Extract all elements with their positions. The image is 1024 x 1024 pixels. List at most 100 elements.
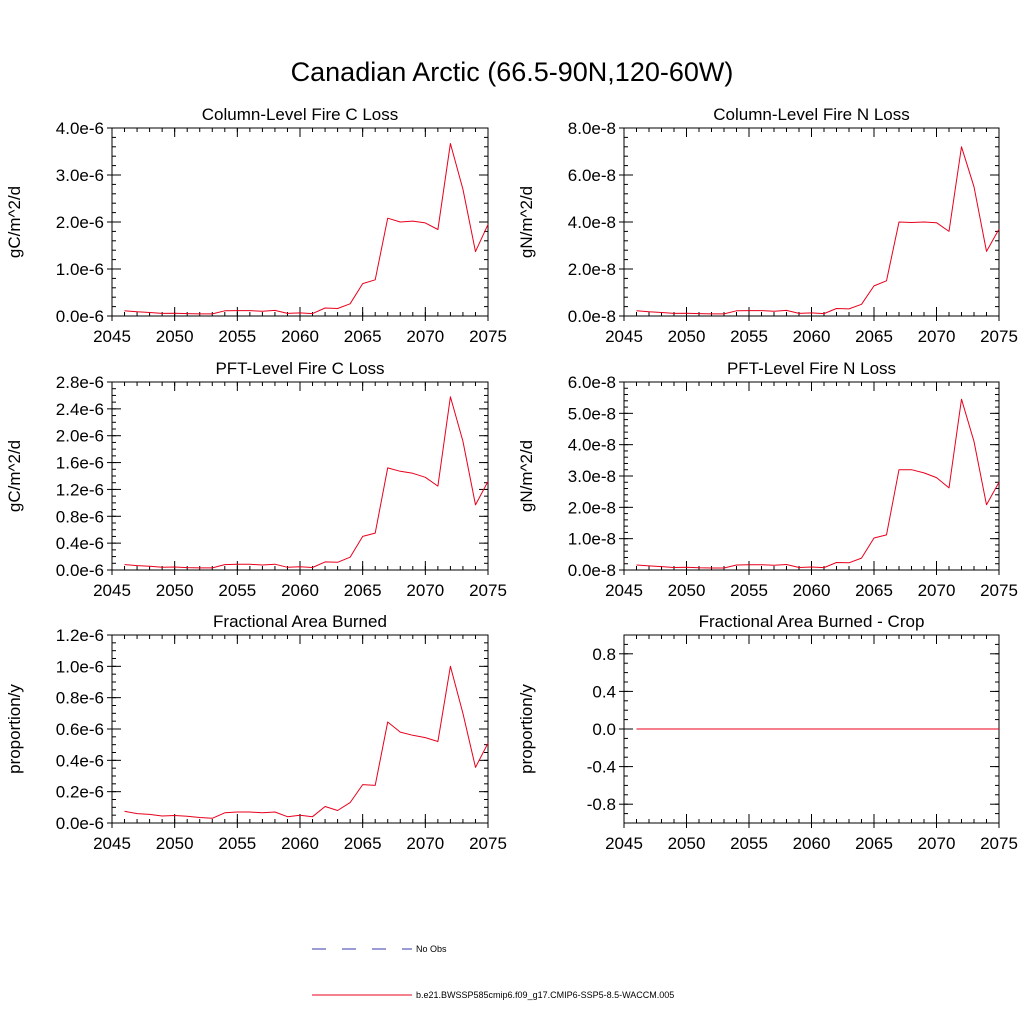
x-tick-label: 2045 [605, 327, 643, 346]
y-tick-label: 0.8e-6 [56, 689, 104, 708]
x-tick-label: 2055 [218, 581, 256, 600]
y-tick-label: 0.0e-8 [568, 307, 616, 326]
legend-obs-label: No Obs [416, 944, 447, 954]
y-tick-label: 0.4e-6 [56, 534, 104, 553]
y-tick-label: 3.0e-8 [568, 467, 616, 486]
y-tick-label: 6.0e-8 [568, 373, 616, 392]
x-tick-label: 2070 [406, 327, 444, 346]
y-tick-label: 2.8e-6 [56, 373, 104, 392]
y-tick-label: 8.0e-8 [568, 119, 616, 138]
x-tick-label: 2070 [918, 834, 956, 853]
x-tick-label: 2075 [980, 834, 1018, 853]
x-tick-label: 2060 [281, 581, 319, 600]
x-tick-label: 2060 [281, 834, 319, 853]
y-tick-label: 6.0e-8 [568, 166, 616, 185]
x-tick-label: 2045 [93, 327, 131, 346]
plot-frame [111, 381, 489, 571]
y-tick-label: 2.0e-6 [56, 213, 104, 232]
y-tick-label: 1.0e-6 [56, 260, 104, 279]
chart-panel-5: Fractional Area Burned proportion/y 0.0e-6… [5, 612, 507, 853]
y-tick-label: 0.0e-6 [56, 307, 104, 326]
y-tick-label: 0.2e-6 [56, 783, 104, 802]
y-tick-label: 1.0e-8 [568, 530, 616, 549]
y-tick-label: 4.0e-8 [568, 436, 616, 455]
chart-title: Column-Level Fire C Loss [202, 105, 399, 124]
y-tick-label: 2.0e-6 [56, 427, 104, 446]
x-tick-label: 2050 [668, 581, 706, 600]
x-tick-label: 2045 [93, 834, 131, 853]
y-tick-label: 0.8 [592, 645, 616, 664]
y-tick-label: 2.0e-8 [568, 260, 616, 279]
y-axis-label: gN/m^2/d [517, 186, 536, 258]
chart-title: PFT-Level Fire N Loss [727, 359, 896, 378]
x-tick-label: 2070 [918, 327, 956, 346]
series-line-model [124, 143, 489, 315]
y-tick-label: 0.6e-6 [56, 720, 104, 739]
y-tick-label: -0.4 [587, 758, 616, 777]
x-tick-label: 2050 [668, 327, 706, 346]
plot-frame [623, 127, 1000, 317]
y-tick-label: 1.0e-6 [56, 657, 104, 676]
x-tick-label: 2070 [406, 834, 444, 853]
chart-panel-1: Column-Level Fire C Loss gC/m^2/d 0.0e-6 1.… [5, 105, 507, 346]
series-line-model [124, 665, 489, 819]
x-tick-label: 2075 [469, 327, 507, 346]
y-axis-label: proportion/y [517, 684, 536, 774]
y-tick-label: 0.0 [592, 720, 616, 739]
plot-frame [111, 634, 489, 824]
x-tick-label: 2050 [668, 834, 706, 853]
plot-frame [623, 381, 1000, 571]
x-tick-label: 2065 [855, 834, 893, 853]
x-tick-label: 2075 [980, 327, 1018, 346]
y-axis-label: gC/m^2/d [5, 440, 24, 512]
x-tick-label: 2055 [218, 834, 256, 853]
y-tick-label: 0.0e-6 [56, 561, 104, 580]
panels-grid: Column-Level Fire C Loss gC/m^2/d 0.0e-6 1.… [5, 105, 1018, 853]
chart-title: PFT-Level Fire C Loss [215, 359, 384, 378]
chart-panel-6: Fractional Area Burned - Crop proportion/… [517, 612, 1018, 853]
y-tick-label: 1.2e-6 [56, 480, 104, 499]
chart-panel-4: PFT-Level Fire N Loss gN/m^2/d 0.0e-8 1.0e-… [517, 359, 1018, 600]
x-tick-label: 2055 [730, 581, 768, 600]
x-tick-label: 2060 [793, 834, 831, 853]
y-tick-label: 5.0e-8 [568, 404, 616, 423]
y-tick-label: 2.0e-8 [568, 498, 616, 517]
x-tick-label: 2060 [281, 327, 319, 346]
y-tick-label: 4.0e-6 [56, 119, 104, 138]
legend-model-label: b.e21.BWSSP585cmip6.f09_g17.CMIP6-SSP5-8… [416, 990, 674, 1000]
y-tick-label: 0.0e-6 [56, 814, 104, 833]
y-tick-label: -0.8 [587, 795, 616, 814]
x-tick-label: 2065 [344, 581, 382, 600]
chart-panel-3: PFT-Level Fire C Loss gC/m^2/d 0.0e-6 0.4e-… [5, 359, 507, 600]
x-tick-label: 2060 [793, 327, 831, 346]
x-tick-label: 2075 [469, 834, 507, 853]
y-tick-label: 0.4e-6 [56, 751, 104, 770]
y-tick-label: 0.0e-8 [568, 561, 616, 580]
x-tick-label: 2055 [218, 327, 256, 346]
x-tick-label: 2075 [980, 581, 1018, 600]
y-tick-label: 1.2e-6 [56, 626, 104, 645]
x-tick-label: 2065 [344, 834, 382, 853]
y-tick-label: 3.0e-6 [56, 166, 104, 185]
y-axis-label: proportion/y [5, 684, 24, 774]
legend: No Obs b.e21.BWSSP585cmip6.f09_g17.CMIP6… [312, 944, 674, 1000]
y-axis-label: gC/m^2/d [5, 186, 24, 258]
x-tick-label: 2055 [730, 834, 768, 853]
x-tick-label: 2060 [793, 581, 831, 600]
x-tick-label: 2065 [855, 581, 893, 600]
x-tick-label: 2070 [918, 581, 956, 600]
x-tick-label: 2050 [156, 581, 194, 600]
chart-title: Fractional Area Burned [213, 612, 387, 631]
series-line-model [124, 396, 489, 569]
y-tick-label: 2.4e-6 [56, 400, 104, 419]
x-tick-label: 2070 [406, 581, 444, 600]
y-tick-label: 4.0e-8 [568, 213, 616, 232]
series-line-model [636, 398, 1000, 569]
chart-panel-2: Column-Level Fire N Loss gN/m^2/d 0.0e-8 2.… [517, 105, 1018, 346]
chart-title: Fractional Area Burned - Crop [699, 612, 925, 631]
series-line-model [636, 146, 1000, 315]
x-tick-label: 2045 [605, 834, 643, 853]
x-tick-label: 2065 [855, 327, 893, 346]
x-tick-label: 2045 [93, 581, 131, 600]
